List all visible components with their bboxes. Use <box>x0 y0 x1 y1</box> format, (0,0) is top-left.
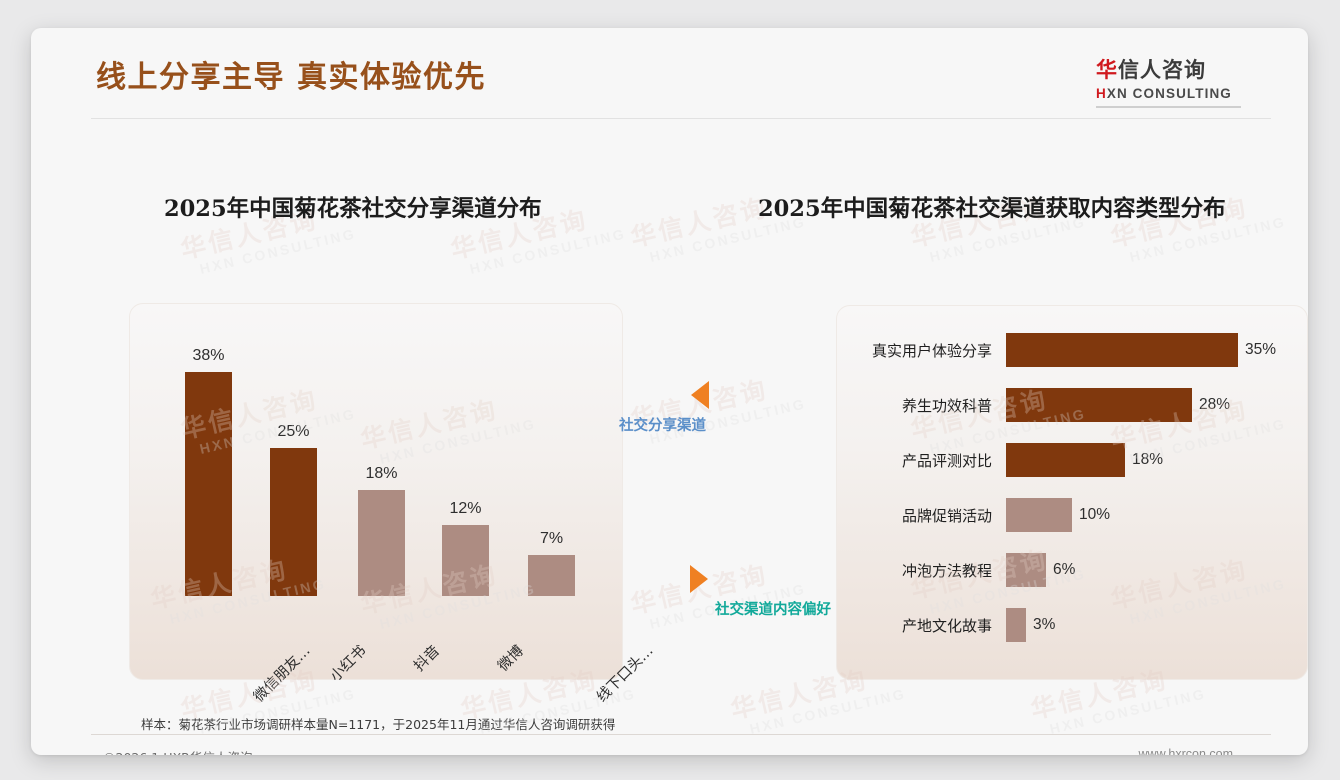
logo-chinese: 华信人咨询 <box>1096 60 1246 81</box>
x-axis-label: 微信朋友… <box>250 642 314 706</box>
logo-english-rest: XN CONSULTING <box>1106 86 1232 101</box>
annotation-bottom <box>690 565 708 593</box>
left-chart-card: 38% 微信朋友… 25% 小红书 18% 抖音 12% 微博 7% 线下口头… <box>129 303 656 705</box>
footer-divider <box>91 734 1271 735</box>
website-url: www.hxrcon.com <box>1138 747 1233 755</box>
watermark-english: HXN CONSULTING <box>198 225 358 277</box>
bar-row: 冲泡方法教程 6% <box>837 553 1075 587</box>
bar-value-label: 25% <box>277 423 310 440</box>
bar-value-label: 6% <box>1053 561 1076 578</box>
bar-row: 真实用户体验分享 35% <box>837 333 1276 367</box>
watermark-english: HXN CONSULTING <box>1048 685 1208 737</box>
bar-column: 18% <box>358 465 405 596</box>
bar-column: 25% <box>270 423 317 596</box>
triangle-left-icon <box>691 381 709 409</box>
bar-category-label: 产品评测对比 <box>901 451 992 470</box>
x-axis-label: 线下口头… <box>593 642 657 706</box>
bar-value-label: 28% <box>1199 396 1231 413</box>
sample-note: 样本：菊花茶行业市场调研样本量N=1171，于2025年11月通过华信人咨询调研… <box>141 717 616 732</box>
bar-category-label: 真实用户体验分享 <box>871 341 992 360</box>
bar-row: 产品评测对比 18% <box>837 443 1163 477</box>
bar-column: 12% <box>442 500 489 596</box>
bar-category-label: 品牌促销活动 <box>901 506 992 525</box>
bar-rect <box>1006 608 1026 642</box>
logo-chinese-rest: 信人咨询 <box>1118 58 1206 82</box>
logo-underline <box>1096 106 1241 108</box>
header-divider <box>91 118 1271 119</box>
page-title: 线上分享主导 真实体验优先 <box>96 60 486 95</box>
bar-rect <box>1006 388 1192 422</box>
bar-rect <box>185 372 232 596</box>
bar-value-label: 7% <box>539 530 564 547</box>
watermark: 华信人咨询 HXN CONSULTING <box>628 554 808 635</box>
vertical-bar-chart: 38% 微信朋友… 25% 小红书 18% 抖音 12% 微博 7% 线下口头… <box>130 304 656 705</box>
bar-rect <box>270 448 317 596</box>
right-chart-title: 2025年中国菊花茶社交渠道获取内容类型分布 <box>758 196 1226 222</box>
bar-value-label: 18% <box>365 465 398 482</box>
triangle-right-icon <box>690 565 708 593</box>
annotation-top-label-wrap: 社交分享渠道 <box>619 414 706 435</box>
watermark-english: HXN CONSULTING <box>468 225 628 277</box>
annotation-bottom-label: 社交渠道内容偏好 <box>715 602 831 618</box>
bar-value-label: 35% <box>1245 341 1277 358</box>
logo-english-accent: H <box>1096 86 1107 101</box>
bar-rect <box>1006 443 1125 477</box>
bar-row: 产地文化故事 3% <box>837 608 1055 642</box>
bar-value-label: 12% <box>449 500 482 517</box>
logo-english: HXN CONSULTING <box>1096 86 1246 101</box>
bar-column: 7% <box>528 530 575 596</box>
x-axis-label: 小红书 <box>327 642 370 685</box>
bar-category-label: 产地文化故事 <box>901 616 992 635</box>
right-chart-card: 真实用户体验分享 35% 养生功效科普 28% 产品评测对比 18% 品牌促销活动 10% 冲泡… <box>836 305 1308 680</box>
bar-rect <box>442 525 489 596</box>
annotation-bottom-label-wrap: 社交渠道内容偏好 <box>715 598 831 619</box>
bar-rect <box>1006 333 1238 367</box>
slide-header: 线上分享主导 真实体验优先 华信人咨询 HXN CONSULTING <box>31 28 1308 119</box>
bar-row: 品牌促销活动 10% <box>837 498 1110 532</box>
x-axis-label: 微博 <box>494 642 527 675</box>
bar-value-label: 3% <box>1033 616 1056 633</box>
bar-column: 38% <box>185 347 232 596</box>
left-chart-title: 2025年中国菊花茶社交分享渠道分布 <box>164 196 542 222</box>
watermark: 华信人咨询 HXN CONSULTING <box>628 369 808 450</box>
bar-value-label: 10% <box>1079 506 1111 523</box>
company-logo: 华信人咨询 HXN CONSULTING <box>1096 60 1246 108</box>
bar-rect <box>528 555 575 596</box>
horizontal-bar-chart: 真实用户体验分享 35% 养生功效科普 28% 产品评测对比 18% 品牌促销活动 10% 冲泡… <box>837 306 1307 679</box>
annotation-top <box>691 381 709 409</box>
bar-row: 养生功效科普 28% <box>837 388 1230 422</box>
copyright-text: ©2026.1 HXR华信人咨询 <box>103 747 252 755</box>
annotation-top-label: 社交分享渠道 <box>619 418 706 434</box>
x-axis-label: 抖音 <box>410 642 443 675</box>
bar-value-label: 38% <box>192 347 225 364</box>
bar-category-label: 养生功效科普 <box>901 396 992 415</box>
bar-category-label: 冲泡方法教程 <box>901 561 992 580</box>
bar-rect <box>1006 498 1072 532</box>
bar-value-label: 18% <box>1132 451 1164 468</box>
watermark-english: HXN CONSULTING <box>748 685 908 737</box>
bar-rect <box>358 490 405 596</box>
bar-rect <box>1006 553 1046 587</box>
slide: 线上分享主导 真实体验优先 华信人咨询 HXN CONSULTING 华信人咨询… <box>31 28 1308 755</box>
logo-chinese-accent: 华 <box>1096 58 1118 82</box>
